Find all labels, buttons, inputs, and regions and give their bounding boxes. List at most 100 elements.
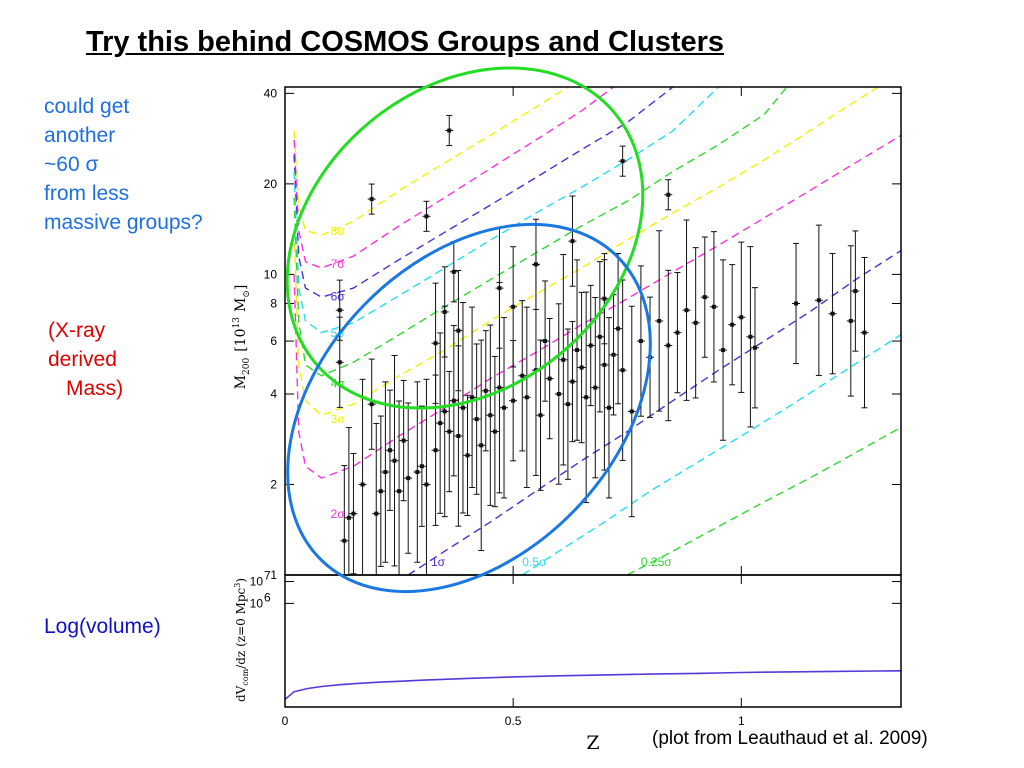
cluster-point [486, 324, 495, 506]
cluster-point [814, 224, 823, 376]
cluster-point [618, 279, 627, 461]
cluster-point [422, 378, 431, 575]
cluster-point [719, 259, 728, 441]
note-line: ~60 σ [44, 153, 99, 176]
slide-title: Try this behind COSMOS Groups and Cluste… [85, 26, 725, 58]
cluster-point [682, 219, 691, 401]
ytick-label: 40 [264, 86, 278, 100]
ylabel-exp: 3 [233, 583, 242, 588]
cluster-point [691, 247, 700, 399]
sigma-contour [293, 87, 614, 269]
cluster-point [468, 306, 477, 488]
cluster-point [709, 231, 718, 383]
xtick-label: 1 [738, 714, 745, 728]
sigma-contour-label: 0.5σ [522, 555, 547, 569]
cluster-point [390, 354, 399, 567]
cluster-point [417, 405, 426, 527]
cluster-point [404, 402, 413, 554]
cluster-point [600, 253, 609, 345]
ytick-label: 20 [264, 177, 278, 191]
cluster-point [367, 183, 376, 215]
cluster-point [664, 179, 673, 211]
highlight-ellipses [285, 66, 652, 594]
cluster-points [335, 114, 869, 575]
cluster-point [700, 236, 709, 358]
ytick-label: 10 [250, 596, 264, 610]
sigma-contour [293, 87, 674, 298]
cluster-point [440, 266, 449, 358]
cluster-point [614, 252, 623, 405]
cluster-point [399, 379, 408, 502]
cluster-point [531, 218, 540, 310]
sigma-contour [293, 87, 719, 334]
cluster-point [500, 317, 509, 499]
cluster-point [554, 303, 563, 485]
cluster-point [436, 332, 445, 514]
cluster-point [422, 200, 431, 232]
ytick-exponent: 6 [264, 590, 271, 604]
cluster-point [490, 355, 499, 508]
ytick-label: 6 [270, 334, 277, 348]
ylabel-sub: 200 [242, 358, 252, 375]
cluster-point [609, 294, 618, 416]
cluster-point [340, 465, 349, 575]
top-panel-frame [284, 86, 902, 576]
cluster-point [851, 230, 860, 352]
cluster-point [568, 195, 577, 287]
ytick-exponent: 7 [264, 569, 271, 583]
ytick-label: 10 [264, 267, 278, 281]
ytick-label: 8 [270, 297, 277, 311]
cluster-point [518, 300, 527, 452]
ylabel-main: M [233, 375, 249, 389]
cluster-point [746, 246, 755, 428]
cluster-point [586, 284, 595, 407]
note-line: Mass) [66, 377, 124, 400]
note-line: (X-ray [48, 319, 106, 342]
note-line: could get [44, 95, 130, 118]
ytick-label: 10 [250, 575, 264, 589]
note-log-volume: Log(volume) [44, 615, 161, 638]
ylabel-close: ) [234, 578, 248, 583]
cluster-point [454, 269, 463, 392]
cluster-point [349, 453, 358, 575]
sigma-contour-label: 3σ [331, 412, 346, 426]
cluster-point [495, 227, 504, 349]
note-line: derived [48, 348, 117, 371]
sigma-contour [293, 87, 788, 377]
cluster-point [860, 256, 869, 409]
cluster-point [522, 306, 531, 488]
volume-curve [285, 670, 901, 701]
cluster-point [481, 330, 490, 452]
sigma-contour [626, 426, 901, 575]
ylabel-exp: 13 [232, 317, 242, 329]
ytick-label: 4 [270, 387, 277, 401]
cluster-point [477, 339, 486, 552]
cluster-point [573, 259, 582, 441]
cluster-point [413, 381, 422, 563]
note-xray-mass: (X-ray derived Mass) [48, 316, 178, 403]
cluster-point [595, 261, 604, 413]
cluster-point [445, 114, 454, 147]
sigma-contour-label: 2σ [331, 507, 346, 521]
cluster-point [655, 230, 664, 412]
sigma-contour-label: 1σ [431, 555, 446, 569]
cluster-point [358, 378, 367, 575]
cluster-point [541, 280, 550, 402]
sigma-contour [293, 87, 569, 236]
cluster-point [846, 245, 855, 397]
cluster-point [472, 343, 481, 495]
ytick-label: 1 [270, 568, 277, 582]
cluster-point [737, 241, 746, 393]
volume-series [285, 670, 901, 701]
cluster-point [445, 370, 454, 493]
cluster-point [591, 296, 600, 479]
sigma-contour [407, 250, 901, 575]
plot-frames [284, 86, 902, 708]
cluster-point [431, 282, 440, 404]
sigma-contour-label: 6σ [331, 289, 346, 303]
ylabel-unit-sub: ⊙ [242, 290, 252, 298]
ytick-label: 2 [270, 478, 277, 492]
cluster-point [509, 246, 518, 368]
